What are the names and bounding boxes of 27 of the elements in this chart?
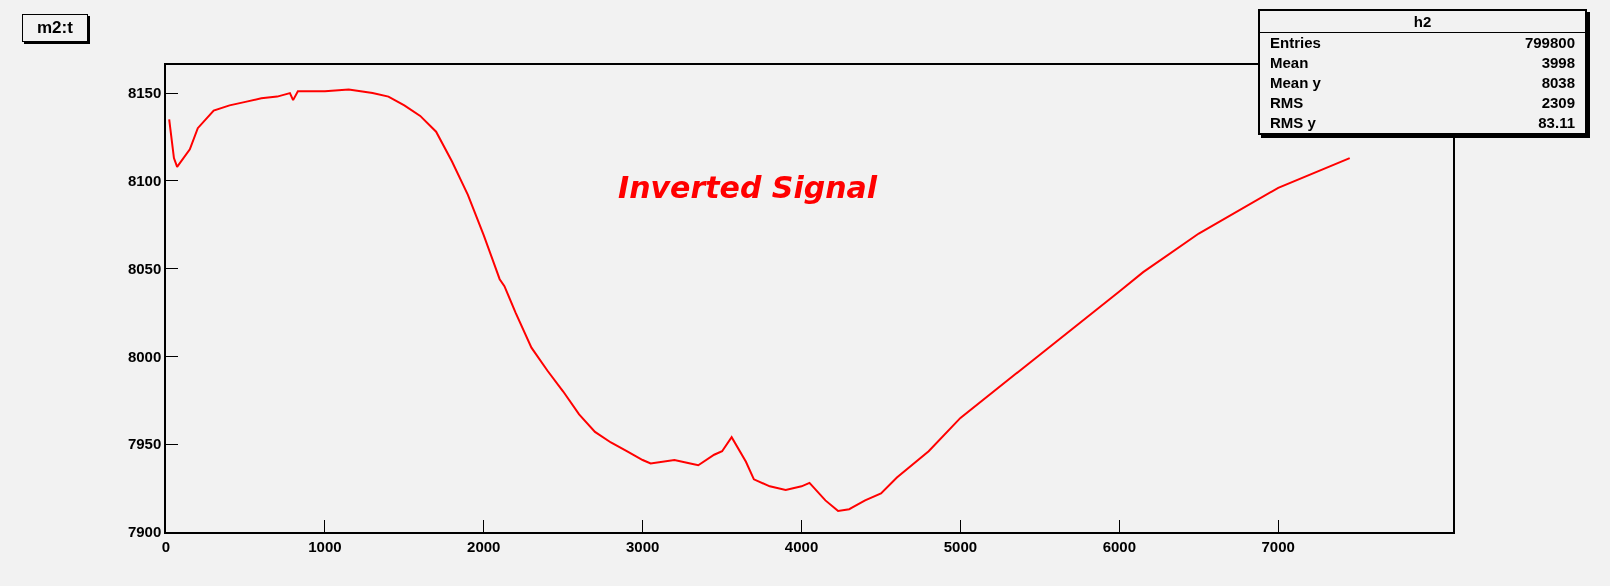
x-tick-label: 4000: [784, 537, 819, 555]
text: 3998: [1540, 53, 1576, 73]
annotation: RMS y: [1269, 113, 1317, 133]
x-tick-label: 6000: [1102, 537, 1137, 555]
y-tick-label: 8000: [127, 347, 162, 365]
y-tick-label: 8150: [127, 84, 162, 102]
annotation: Mean: [1269, 53, 1310, 73]
text: Entries: [1269, 33, 1322, 53]
x-tick-label: 5000: [943, 537, 978, 555]
x-tick-label: 2000: [467, 537, 501, 555]
text: 2309: [1540, 93, 1576, 113]
x-tick-label: 1000: [308, 537, 342, 555]
annotation: Inverted Signal: [618, 170, 878, 205]
x-tick-label: 3000: [625, 537, 660, 555]
text: 8038: [1540, 73, 1576, 93]
text: 83.11: [1537, 113, 1576, 133]
y-tick-label: 7900: [127, 523, 162, 541]
x-tick-label: 7000: [1261, 537, 1295, 555]
text: h2: [1260, 11, 1585, 33]
text: 799800: [1523, 33, 1576, 53]
x-tick-label: 0: [161, 537, 171, 555]
annotation: Mean y: [1269, 73, 1322, 93]
y-tick-label: 8050: [127, 259, 162, 277]
annotation: RMS: [1269, 93, 1305, 113]
chart-title: m2:t: [22, 14, 88, 42]
y-tick-label: 8100: [127, 172, 162, 190]
y-tick-label: 7950: [127, 435, 162, 453]
